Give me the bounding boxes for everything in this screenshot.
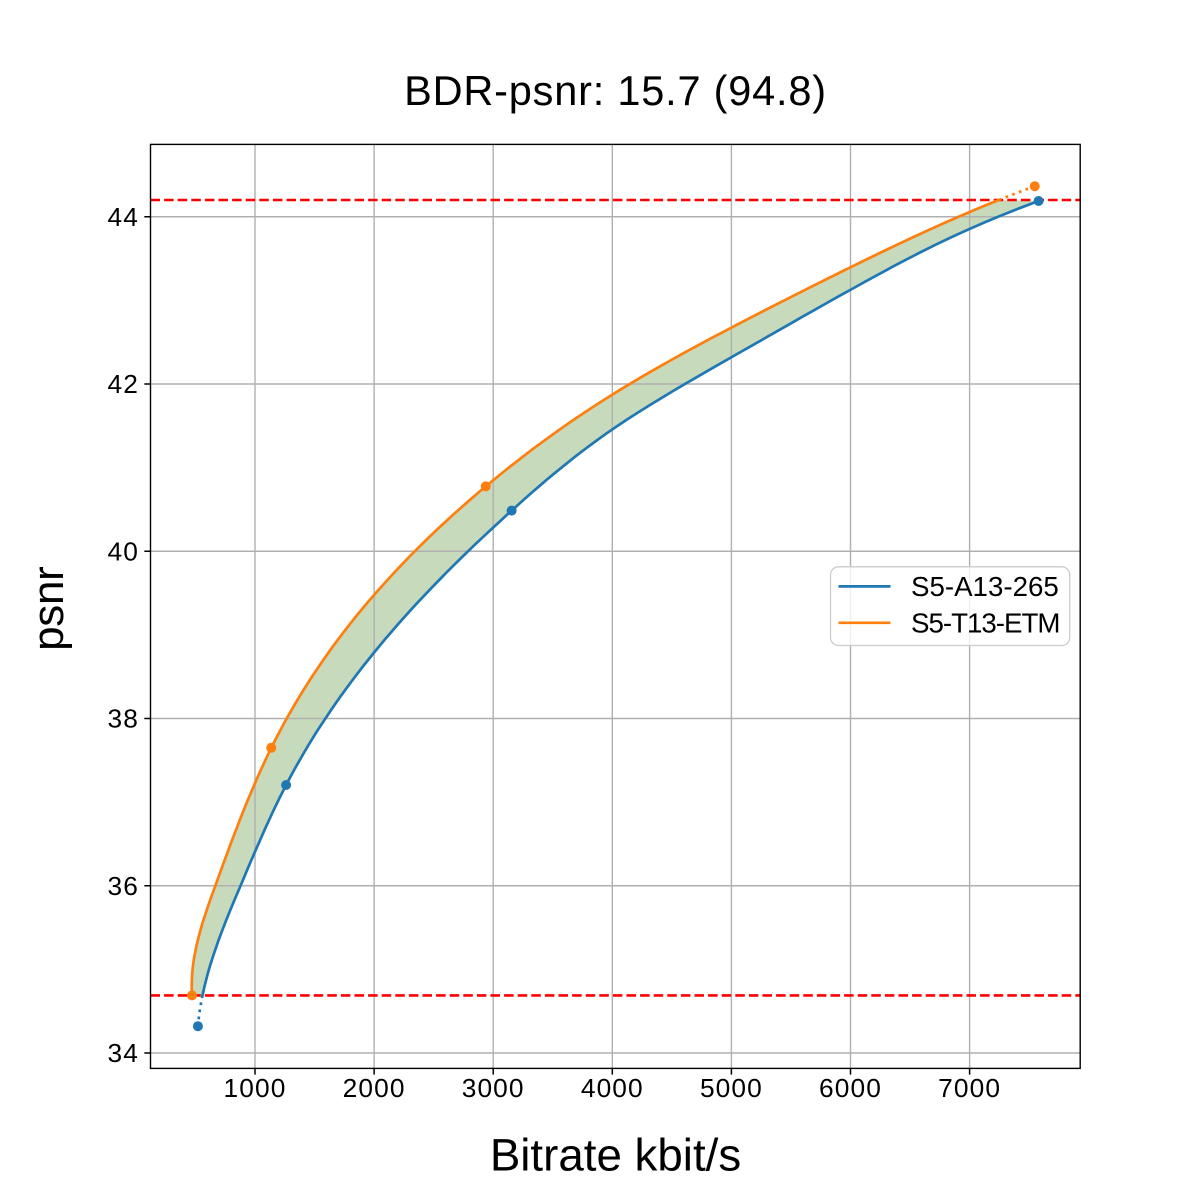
svg-text:7000: 7000 xyxy=(938,1073,1001,1103)
svg-text:38: 38 xyxy=(108,704,139,734)
svg-text:34: 34 xyxy=(108,1038,139,1068)
svg-text:3000: 3000 xyxy=(462,1073,525,1103)
svg-text:S5-T13-ETM: S5-T13-ETM xyxy=(911,608,1059,639)
svg-text:6000: 6000 xyxy=(819,1073,882,1103)
svg-text:S5-A13-265: S5-A13-265 xyxy=(911,571,1059,602)
svg-text:psnr: psnr xyxy=(24,566,73,650)
svg-text:BDR-psnr: 15.7 (94.8): BDR-psnr: 15.7 (94.8) xyxy=(404,67,827,114)
svg-text:2000: 2000 xyxy=(343,1073,406,1103)
svg-text:1000: 1000 xyxy=(224,1073,287,1103)
svg-text:42: 42 xyxy=(108,369,139,399)
svg-text:4000: 4000 xyxy=(581,1073,644,1103)
svg-text:5000: 5000 xyxy=(700,1073,763,1103)
svg-text:44: 44 xyxy=(108,202,139,232)
svg-text:Bitrate kbit/s: Bitrate kbit/s xyxy=(490,1130,741,1181)
svg-text:40: 40 xyxy=(108,537,139,567)
svg-text:36: 36 xyxy=(108,871,139,901)
